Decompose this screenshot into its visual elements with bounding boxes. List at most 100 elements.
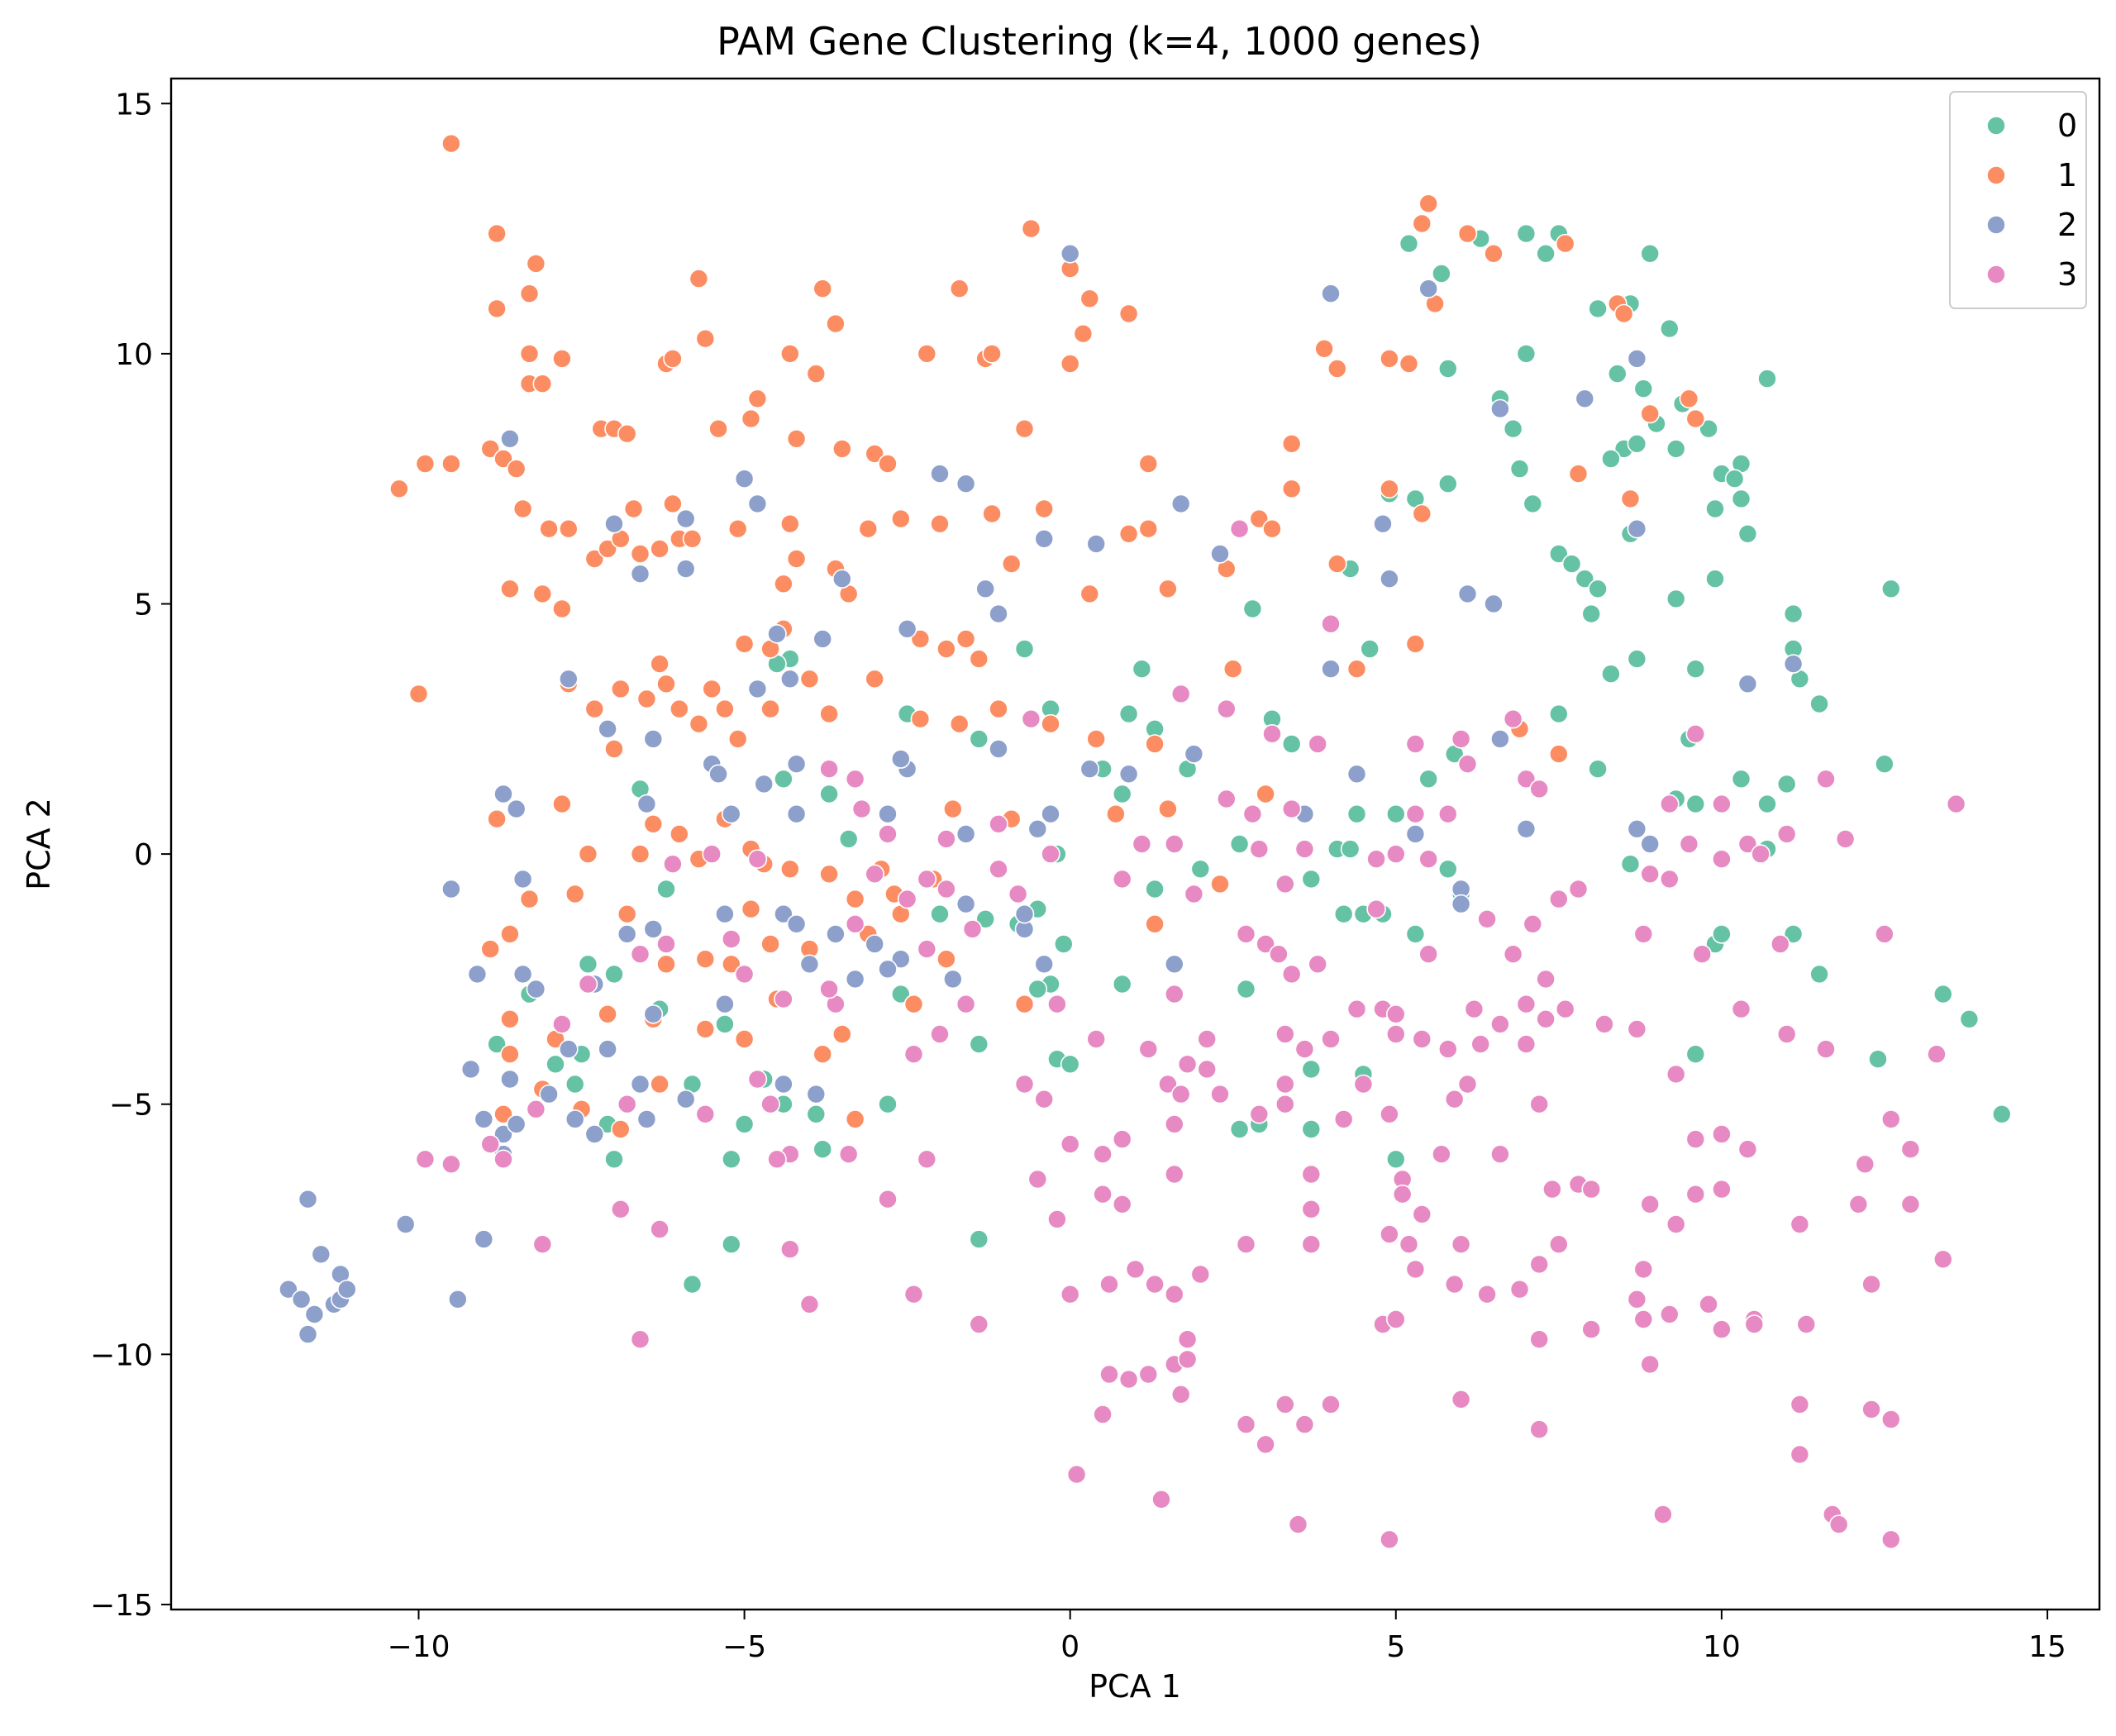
point-3-147 — [650, 1219, 670, 1239]
point-1-26 — [1073, 323, 1094, 344]
point-2-15 — [832, 569, 852, 589]
point-3-181 — [1509, 1279, 1530, 1300]
point-3-132 — [1093, 1184, 1113, 1204]
point-1-7 — [826, 313, 846, 334]
point-3-206 — [1790, 1444, 1810, 1465]
point-2-95 — [598, 1039, 617, 1059]
point-2-102 — [506, 1114, 527, 1134]
point-2-65 — [512, 869, 533, 889]
x-tick-label: 10 — [1703, 1630, 1741, 1664]
point-3-58 — [1418, 944, 1438, 964]
point-2-108 — [291, 1290, 312, 1309]
point-1-64 — [1034, 498, 1054, 519]
point-2-99 — [806, 1084, 827, 1104]
point-0-93 — [1405, 924, 1426, 944]
point-1-74 — [734, 634, 755, 654]
point-3-141 — [1666, 1214, 1686, 1234]
point-0-45 — [1783, 603, 1804, 624]
point-3-105 — [1275, 1094, 1295, 1114]
point-1-92 — [408, 684, 429, 704]
point-2-3 — [1575, 389, 1595, 409]
point-2-92 — [500, 1069, 520, 1090]
point-1-118 — [578, 844, 598, 864]
point-1-65 — [1118, 523, 1139, 544]
y-tick-label: 0 — [134, 838, 153, 872]
series-2 — [279, 243, 1804, 1344]
point-0-135 — [682, 1274, 703, 1295]
point-1-61 — [930, 513, 950, 534]
x-tick-label: −5 — [722, 1630, 766, 1664]
point-3-153 — [1399, 1234, 1419, 1254]
point-3-32 — [1418, 849, 1438, 869]
point-2-88 — [845, 969, 865, 990]
point-2-116 — [298, 1189, 318, 1209]
point-2-114 — [336, 1279, 357, 1300]
point-0-142 — [656, 879, 676, 899]
point-1-60 — [891, 508, 911, 529]
point-3-11 — [1516, 769, 1537, 789]
point-2-11 — [747, 494, 768, 514]
point-3-195 — [1177, 1349, 1198, 1370]
point-1-40 — [786, 428, 807, 449]
point-2-96 — [630, 1074, 651, 1095]
point-1-100 — [669, 699, 689, 719]
point-0-10 — [1516, 344, 1537, 364]
point-3-101 — [1158, 1074, 1178, 1095]
point-1-94 — [584, 699, 605, 719]
point-1-116 — [487, 808, 507, 829]
point-3-143 — [1712, 1179, 1732, 1199]
point-1-101 — [689, 713, 709, 734]
point-3-210 — [1151, 1490, 1171, 1509]
point-2-107 — [279, 1279, 298, 1300]
point-3-59 — [1503, 944, 1523, 964]
point-3-47 — [1660, 869, 1680, 889]
point-2-106 — [636, 1109, 657, 1129]
point-3-136 — [1412, 1204, 1432, 1224]
plot-frame — [169, 77, 2101, 1611]
point-3-158 — [779, 1239, 800, 1259]
point-0-48 — [1627, 649, 1647, 669]
point-2-40 — [891, 749, 911, 769]
point-3-80 — [1138, 1039, 1159, 1059]
point-1-145 — [741, 899, 761, 919]
point-3-55 — [1269, 944, 1289, 964]
point-3-218 — [760, 1094, 780, 1114]
point-1-144 — [721, 954, 741, 975]
point-3-148 — [878, 1189, 898, 1209]
point-2-46 — [1346, 764, 1367, 785]
point-0-46 — [1881, 579, 1901, 599]
point-2-44 — [1184, 744, 1204, 764]
point-3-8 — [1503, 708, 1523, 729]
point-1-41 — [832, 439, 852, 459]
point-1-187 — [1380, 349, 1399, 369]
x-tick-label: 0 — [1060, 1630, 1079, 1664]
chart-title: PAM Gene Clustering (k=4, 1000 genes) — [717, 19, 1482, 64]
point-3-219 — [695, 1104, 716, 1124]
point-1-72 — [532, 584, 553, 604]
point-3-73 — [1555, 999, 1575, 1019]
point-1-21 — [806, 364, 827, 384]
point-3-110 — [1112, 1129, 1132, 1149]
point-3-103 — [1210, 1084, 1230, 1104]
point-1-177 — [1685, 408, 1706, 429]
point-3-91 — [1927, 1044, 1947, 1064]
point-1-128 — [845, 889, 865, 909]
point-3-64 — [1875, 924, 1894, 944]
point-1-43 — [878, 454, 898, 474]
point-2-5 — [1490, 398, 1510, 419]
point-3-166 — [1529, 1254, 1549, 1275]
point-2-77 — [1034, 954, 1054, 975]
point-1-48 — [584, 549, 605, 569]
point-1-99 — [656, 674, 676, 694]
point-2-9 — [956, 474, 976, 494]
point-3-46 — [1640, 864, 1660, 885]
point-1-67 — [1281, 479, 1302, 499]
point-3-230 — [1008, 884, 1028, 904]
point-3-19 — [1281, 799, 1302, 819]
point-1-59 — [858, 518, 879, 539]
point-2-0 — [1060, 243, 1080, 264]
point-0-0 — [1399, 233, 1419, 254]
point-1-113 — [1041, 713, 1060, 734]
point-1-175 — [1640, 403, 1660, 424]
point-0-100 — [891, 984, 911, 1004]
